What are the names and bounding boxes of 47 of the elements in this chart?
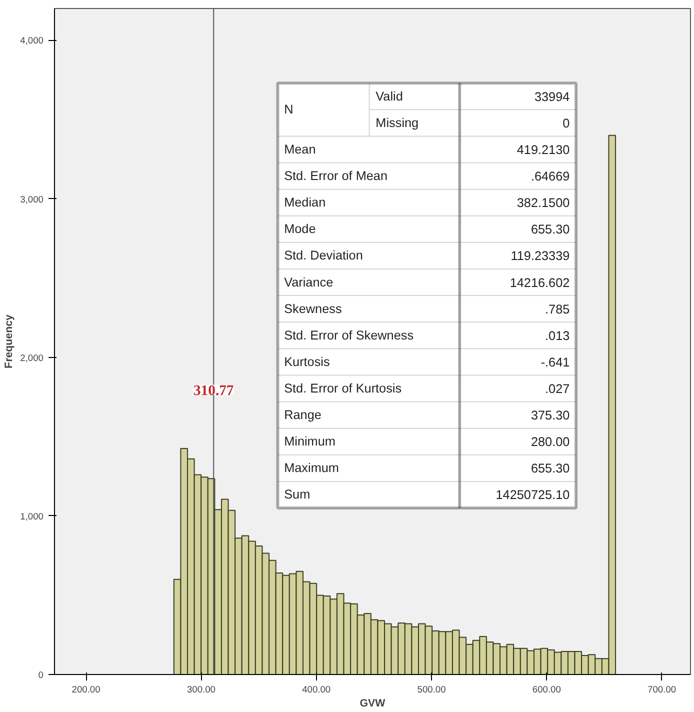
x-tick-label: 200.00 — [72, 684, 100, 694]
annotation: 382.1500 — [516, 196, 570, 210]
annotation: Minimum — [284, 434, 336, 449]
annotation: -.641 — [540, 355, 570, 370]
annotation: 33994 — [534, 90, 570, 104]
annotation: 280.00 — [530, 435, 570, 450]
y-axis-title: Frequency — [3, 314, 16, 368]
x-tick-label: 300.00 — [186, 684, 216, 694]
annotation: 0 — [562, 116, 570, 130]
annotation: Std. Error of Skewness — [284, 328, 414, 342]
annotation: .785 — [545, 302, 570, 316]
x-tick-label: 700.00 — [648, 684, 676, 694]
y-tick-label: 3,000 — [20, 194, 44, 204]
annotation: .027 — [545, 382, 570, 396]
ref-line-label: 310.77 — [193, 382, 234, 399]
y-tick-label: 0 — [38, 670, 44, 680]
annotation: Range — [284, 408, 322, 422]
x-axis-title: GVW — [360, 698, 386, 710]
x-tick-label: 400.00 — [302, 684, 331, 694]
y-tick-label: 2,000 — [20, 352, 44, 363]
annotation: 14250725.10 — [496, 488, 570, 502]
annotation: Valid — [376, 89, 403, 104]
y-tick-label: 1,000 — [20, 511, 44, 522]
annotation: 655.30 — [530, 222, 570, 237]
x-tick-label: 500.00 — [417, 684, 446, 694]
annotation: Std. Error of Kurtosis — [284, 381, 402, 396]
annotation: 655.30 — [530, 462, 570, 476]
annotation: Mean — [284, 142, 316, 156]
annotation: .013 — [545, 328, 570, 343]
annotation: 119.23339 — [510, 249, 570, 264]
annotation: Mode — [284, 222, 316, 236]
annotation: Variance — [284, 275, 334, 290]
annotation: Kurtosis — [284, 354, 330, 369]
annotation: Std. Error of Mean — [284, 169, 388, 184]
y-tick-label: 4,000 — [20, 36, 44, 46]
annotation: Maximum — [284, 461, 339, 476]
annotation: Median — [284, 196, 326, 210]
annotation: Skewness — [284, 302, 342, 316]
annotation: 375.30 — [530, 408, 570, 423]
annotation: .64669 — [530, 170, 570, 184]
annotation: Sum — [284, 488, 310, 502]
x-tick-label: 600.00 — [532, 684, 561, 694]
annotation: 419.2130 — [516, 142, 570, 157]
annotation: 14216.602 — [510, 276, 570, 290]
annotation: N — [284, 102, 294, 117]
annotation: Std. Deviation — [284, 248, 363, 263]
annotation: Missing — [376, 116, 419, 130]
